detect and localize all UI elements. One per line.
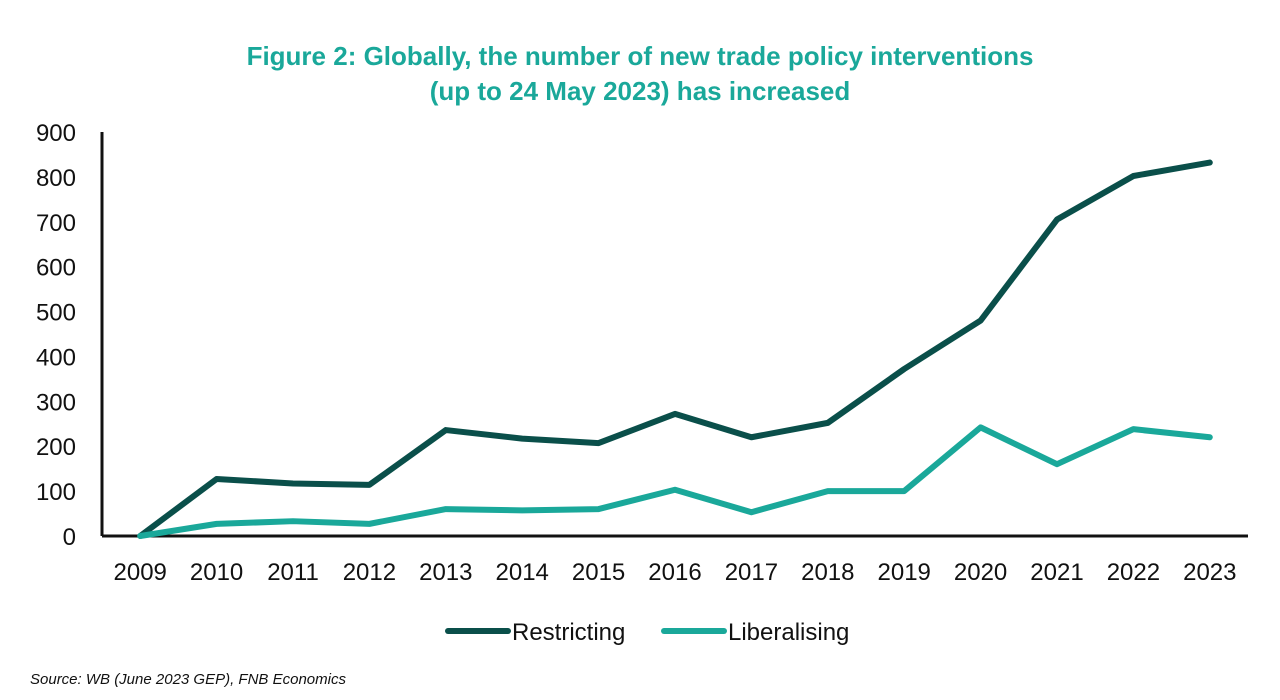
x-tick-label: 2010	[190, 559, 243, 586]
x-tick-label: 2009	[114, 559, 167, 586]
y-tick-label: 100	[36, 479, 76, 506]
legend-label: Liberalising	[728, 619, 849, 646]
x-tick-label: 2011	[267, 559, 319, 586]
source-note: Source: WB (June 2023 GEP), FNB Economic…	[30, 671, 346, 688]
x-tick-label: 2016	[648, 559, 701, 586]
y-tick-label: 0	[63, 524, 76, 551]
chart-title: Figure 2: Globally, the number of new tr…	[247, 41, 1034, 71]
legend-item-liberalising: Liberalising	[661, 619, 849, 646]
x-tick-label: 2020	[954, 559, 1007, 586]
legend-item-restricting: Restricting	[445, 619, 625, 646]
y-tick-label: 900	[36, 120, 76, 147]
x-tick-label: 2017	[725, 559, 778, 586]
x-tick-label: 2023	[1183, 559, 1236, 586]
y-tick-label: 700	[36, 210, 76, 237]
y-tick-label: 400	[36, 344, 76, 371]
y-tick-label: 800	[36, 165, 76, 192]
series-lines	[137, 159, 1213, 539]
x-tick-label: 2019	[878, 559, 931, 586]
series-line-restricting	[137, 159, 1213, 539]
series-line-liberalising	[137, 424, 1213, 539]
x-tick-label: 2021	[1030, 559, 1083, 586]
x-tick-label: 2022	[1107, 559, 1160, 586]
y-tick-label: 600	[36, 255, 76, 282]
legend-label: Restricting	[512, 619, 625, 646]
chart-subtitle: (up to 24 May 2023) has increased	[430, 76, 851, 106]
y-tick-label: 300	[36, 389, 76, 416]
legend: Restricting Liberalising	[445, 619, 849, 646]
y-tick-label: 200	[36, 434, 76, 461]
x-tick-label: 2014	[496, 559, 549, 586]
x-tick-label: 2018	[801, 559, 854, 586]
x-tick-label: 2015	[572, 559, 625, 586]
x-tick-label: 2012	[343, 559, 396, 586]
axes: 0 100 200 300 400 500 600 700 800 900 2009 2010 2011…	[36, 120, 1248, 586]
x-tick-label: 2013	[419, 559, 472, 586]
y-tick-label: 500	[36, 300, 76, 327]
